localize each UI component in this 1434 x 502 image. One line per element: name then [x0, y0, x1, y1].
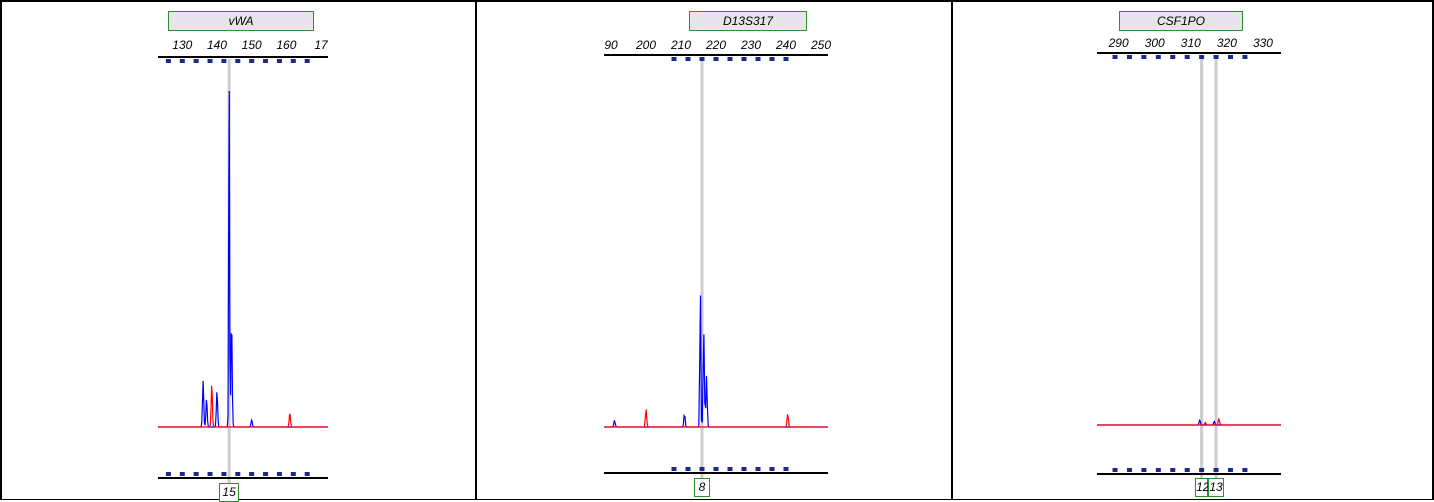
bin-marker — [290, 472, 296, 476]
bin-marker — [1199, 55, 1205, 59]
bin-marker — [221, 472, 227, 476]
x-tick-label: 240 — [775, 38, 797, 52]
bin-marker — [276, 59, 282, 63]
bin-marker — [755, 57, 761, 61]
panel-vwa: vWA 130 140 150 160 17 15 — [0, 0, 476, 502]
series-trace — [158, 90, 328, 428]
x-tick-label: 320 — [1216, 36, 1237, 50]
bin-marker — [783, 57, 789, 61]
bin-marker — [1242, 55, 1248, 59]
bin-marker — [783, 467, 789, 471]
x-tick-label: 160 — [276, 38, 297, 52]
bin-marker — [263, 59, 269, 63]
bin-marker — [1213, 468, 1219, 472]
bin-marker — [699, 467, 705, 471]
x-tick-label: 300 — [1144, 36, 1165, 50]
bin-marker — [276, 472, 282, 476]
bin-marker — [1199, 468, 1205, 472]
bin-marker — [304, 59, 310, 63]
bin-marker — [1126, 55, 1132, 59]
bin-marker — [685, 57, 691, 61]
bin-marker — [263, 472, 269, 476]
x-tick-label: 330 — [1252, 36, 1273, 50]
locus-label[interactable]: CSF1PO — [1119, 11, 1243, 31]
bin-marker — [1141, 468, 1147, 472]
bin-marker — [671, 57, 677, 61]
bin-marker — [1155, 55, 1161, 59]
bin-marker — [249, 59, 255, 63]
allele-call-label[interactable]: 13 — [1208, 478, 1225, 497]
allele-call-label[interactable]: 8 — [694, 478, 710, 497]
bin-marker — [1184, 55, 1190, 59]
bin-marker — [207, 59, 213, 63]
bin-marker — [179, 472, 185, 476]
x-tick-label: 17 — [314, 38, 328, 52]
panel-d13s317: D13S317 90 200 210 220 230 240 250 8 — [476, 0, 952, 500]
x-tick-label: 230 — [740, 38, 762, 52]
x-tick-label: 220 — [705, 38, 727, 52]
electropherogram-plot — [1097, 52, 1281, 480]
bin-marker — [671, 467, 677, 471]
bin-marker — [221, 59, 227, 63]
bin-marker — [207, 472, 213, 476]
bin-marker — [1213, 55, 1219, 59]
bin-marker — [1170, 468, 1176, 472]
bin-marker — [1227, 468, 1233, 472]
series-trace — [604, 409, 828, 428]
bin-marker — [235, 472, 241, 476]
bin-marker — [1227, 55, 1233, 59]
series-trace — [1097, 418, 1281, 426]
bin-marker — [685, 467, 691, 471]
bin-marker — [727, 467, 733, 471]
bin-marker — [193, 472, 199, 476]
x-tick-label: 130 — [172, 38, 193, 52]
bin-marker — [165, 472, 171, 476]
bin-marker — [1242, 468, 1248, 472]
bin-marker — [1112, 55, 1118, 59]
x-tick-label: 310 — [1180, 36, 1201, 50]
electropherogram-plot — [158, 56, 328, 484]
bin-marker — [179, 59, 185, 63]
x-tick-label: 150 — [241, 38, 262, 52]
x-tick-label: 290 — [1108, 36, 1129, 50]
x-tick-label: 250 — [810, 38, 832, 52]
bin-marker — [1112, 468, 1118, 472]
x-tick-label: 140 — [206, 38, 227, 52]
bin-marker — [249, 472, 255, 476]
bin-marker — [699, 57, 705, 61]
bin-marker — [755, 467, 761, 471]
bin-marker — [165, 59, 171, 63]
bin-marker — [713, 57, 719, 61]
bin-marker — [741, 57, 747, 61]
bin-marker — [769, 57, 775, 61]
locus-label[interactable]: D13S317 — [689, 11, 807, 31]
series-trace — [1097, 417, 1281, 426]
x-tick-label: 90 — [604, 38, 618, 52]
electropherogram-plot — [604, 54, 828, 479]
allele-call-label[interactable]: 12 — [1195, 478, 1209, 497]
bin-marker — [1170, 55, 1176, 59]
series-trace — [158, 385, 328, 428]
bin-marker — [304, 472, 310, 476]
bin-marker — [1126, 468, 1132, 472]
bin-marker — [713, 467, 719, 471]
allele-call-label[interactable]: 15 — [219, 483, 240, 502]
x-tick-label: 210 — [670, 38, 692, 52]
bin-marker — [741, 467, 747, 471]
bin-marker — [290, 59, 296, 63]
panel-csf1po: CSF1PO 290 300 310 320 330 12 13 — [952, 0, 1434, 500]
bin-marker — [769, 467, 775, 471]
bin-marker — [727, 57, 733, 61]
locus-label[interactable]: vWA — [168, 11, 314, 31]
bin-marker — [1141, 55, 1147, 59]
bin-marker — [1184, 468, 1190, 472]
series-trace — [604, 295, 828, 428]
bin-marker — [193, 59, 199, 63]
x-tick-label: 200 — [635, 38, 657, 52]
bin-marker — [235, 59, 241, 63]
bin-marker — [1155, 468, 1161, 472]
